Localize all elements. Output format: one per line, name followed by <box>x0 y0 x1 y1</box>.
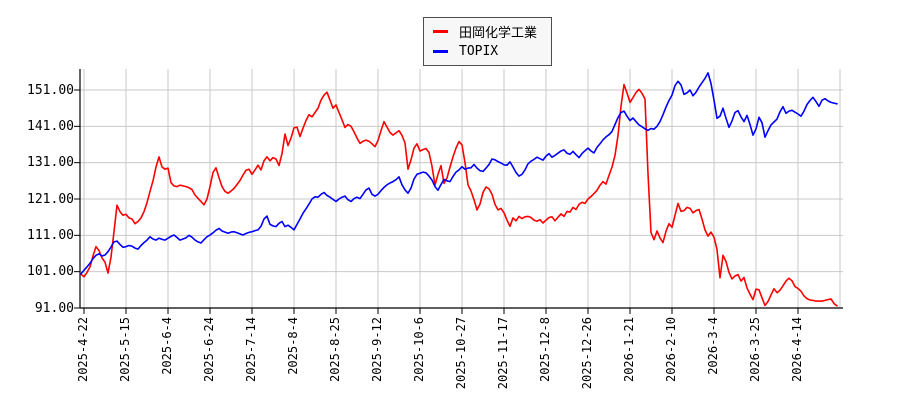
taoka-line-swatch <box>433 30 448 33</box>
y-axis-tick-label: 131.00 <box>27 155 74 171</box>
x-axis-tick-label: 2025-5-15 <box>118 317 132 383</box>
y-axis-tick-label: 141.00 <box>27 118 74 134</box>
x-axis-tick-label: 2025-8-25 <box>328 317 342 383</box>
y-axis-tick-label: 151.00 <box>27 82 74 98</box>
series-line-topix <box>80 72 838 275</box>
x-axis-tick-label: 2025-6-4 <box>160 317 174 375</box>
x-axis-tick-label: 2025-11-17 <box>496 317 510 390</box>
y-axis-tick-label: 111.00 <box>27 227 74 243</box>
x-axis-tick-label: 2026-4-14 <box>790 317 804 383</box>
y-axis-tick-label: 91.00 <box>34 300 74 316</box>
y-axis-tick-label: 101.00 <box>27 264 74 280</box>
x-axis-tick-label: 2025-12-26 <box>580 317 594 390</box>
legend-box: 田岡化学工業 TOPIX <box>423 17 553 66</box>
x-axis-tick-label: 2025-8-4 <box>286 317 300 375</box>
x-axis-tick-label: 2025-7-14 <box>244 317 258 383</box>
series-line-taoka <box>80 83 838 307</box>
legend-item-taoka: 田岡化学工業 <box>433 23 538 41</box>
x-axis-tick-label: 2026-3-25 <box>748 317 762 383</box>
x-axis-tick-label: 2025-10-27 <box>454 317 468 390</box>
topix-line-swatch <box>433 50 448 53</box>
x-axis-tick-label: 2025-6-24 <box>202 317 216 383</box>
x-axis-tick-label: 2025-4-22 <box>76 317 90 383</box>
taoka-legend-label: 田岡化学工業 <box>459 26 538 41</box>
x-axis-tick-label: 2025-10-6 <box>412 317 426 383</box>
x-axis-tick-label: 2026-3-4 <box>706 317 720 375</box>
y-axis-tick-label: 121.00 <box>27 191 74 207</box>
legend-item-topix: TOPIX <box>433 43 537 60</box>
x-axis-tick-label: 2025-12-8 <box>538 317 552 383</box>
x-axis-tick-label: 2025-9-12 <box>370 317 384 383</box>
x-axis-tick-label: 2026-2-10 <box>664 317 678 383</box>
x-axis-tick-label: 2026-1-21 <box>622 317 636 383</box>
topix-legend-label: TOPIX <box>459 44 499 59</box>
